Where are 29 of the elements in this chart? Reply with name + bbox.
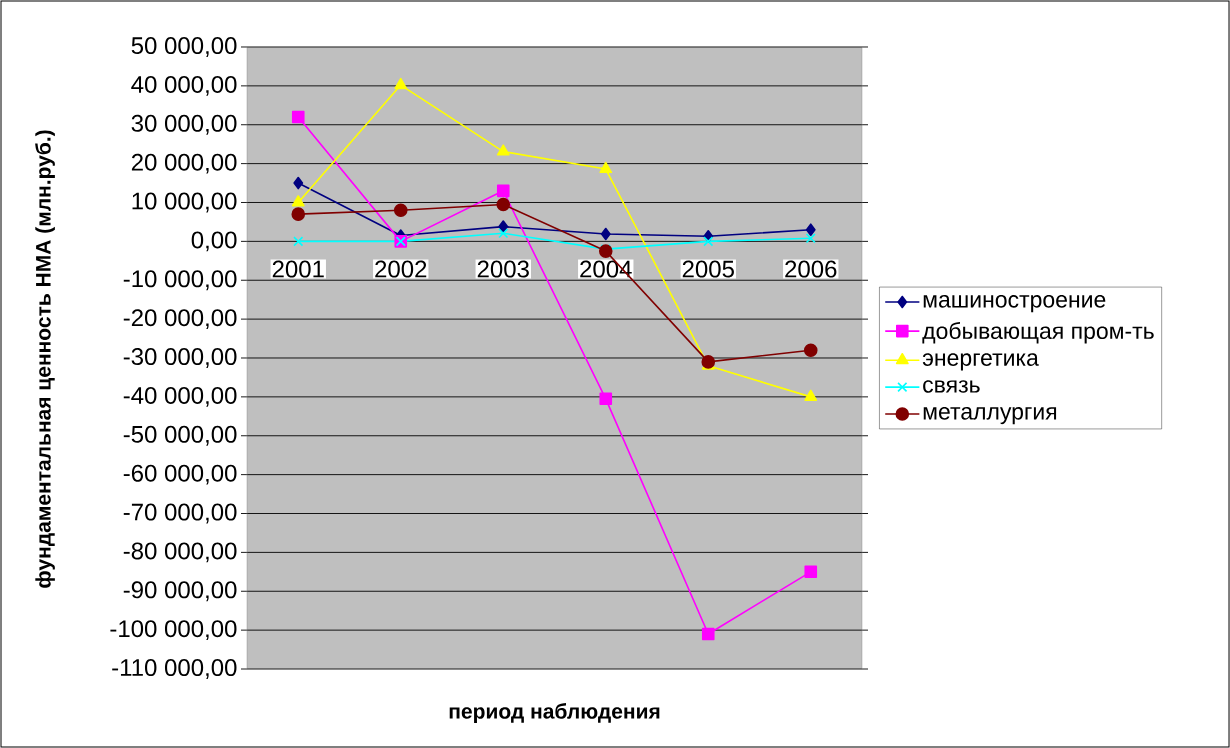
y-tick-label: 30 000,00 — [131, 114, 237, 135]
x-tick-label: 2003 — [477, 260, 529, 278]
y-tick-label: -70 000,00 — [123, 503, 237, 524]
y-tick-label: 40 000,00 — [131, 75, 237, 96]
y-tick-label: -80 000,00 — [123, 542, 237, 563]
y-tick-label: -110 000,00 — [112, 659, 237, 679]
x-tick-label: 2001 — [272, 260, 324, 278]
y-tick-label: 50 000,00 — [131, 37, 237, 57]
legend-label: металлургия — [923, 407, 1057, 425]
legend-label: машиностроение — [923, 295, 1106, 313]
x-tick-label: 2006 — [785, 260, 837, 278]
y-tick-label: -60 000,00 — [123, 464, 237, 485]
x-tick-label: 2002 — [375, 260, 427, 278]
y-tick-label: -50 000,00 — [123, 425, 237, 446]
legend-label: энергетика — [922, 353, 1039, 371]
y-axis-title: фундаментальная ценность НМА (млн.руб.) — [35, 130, 55, 588]
y-tick-label: -20 000,00 — [123, 309, 237, 330]
legend-label: связь — [923, 380, 980, 393]
y-tick-label: -90 000,00 — [123, 581, 237, 602]
y-tick-label: -40 000,00 — [123, 386, 237, 407]
y-tick-label: 20 000,00 — [131, 153, 237, 174]
y-tick-label: 10 000,00 — [132, 192, 237, 213]
y-tick-label: -10 000,00 — [123, 270, 237, 291]
x-tick-label: 2005 — [682, 260, 734, 278]
legend-label: добывающая пром-ть — [922, 321, 1154, 344]
y-tick-label: -100 000,00 — [110, 620, 237, 641]
y-tick-label: -30 000,00 — [123, 348, 237, 368]
y-tick-label: 0,00 — [191, 231, 237, 252]
x-axis-title: период наблюдения — [449, 703, 660, 723]
